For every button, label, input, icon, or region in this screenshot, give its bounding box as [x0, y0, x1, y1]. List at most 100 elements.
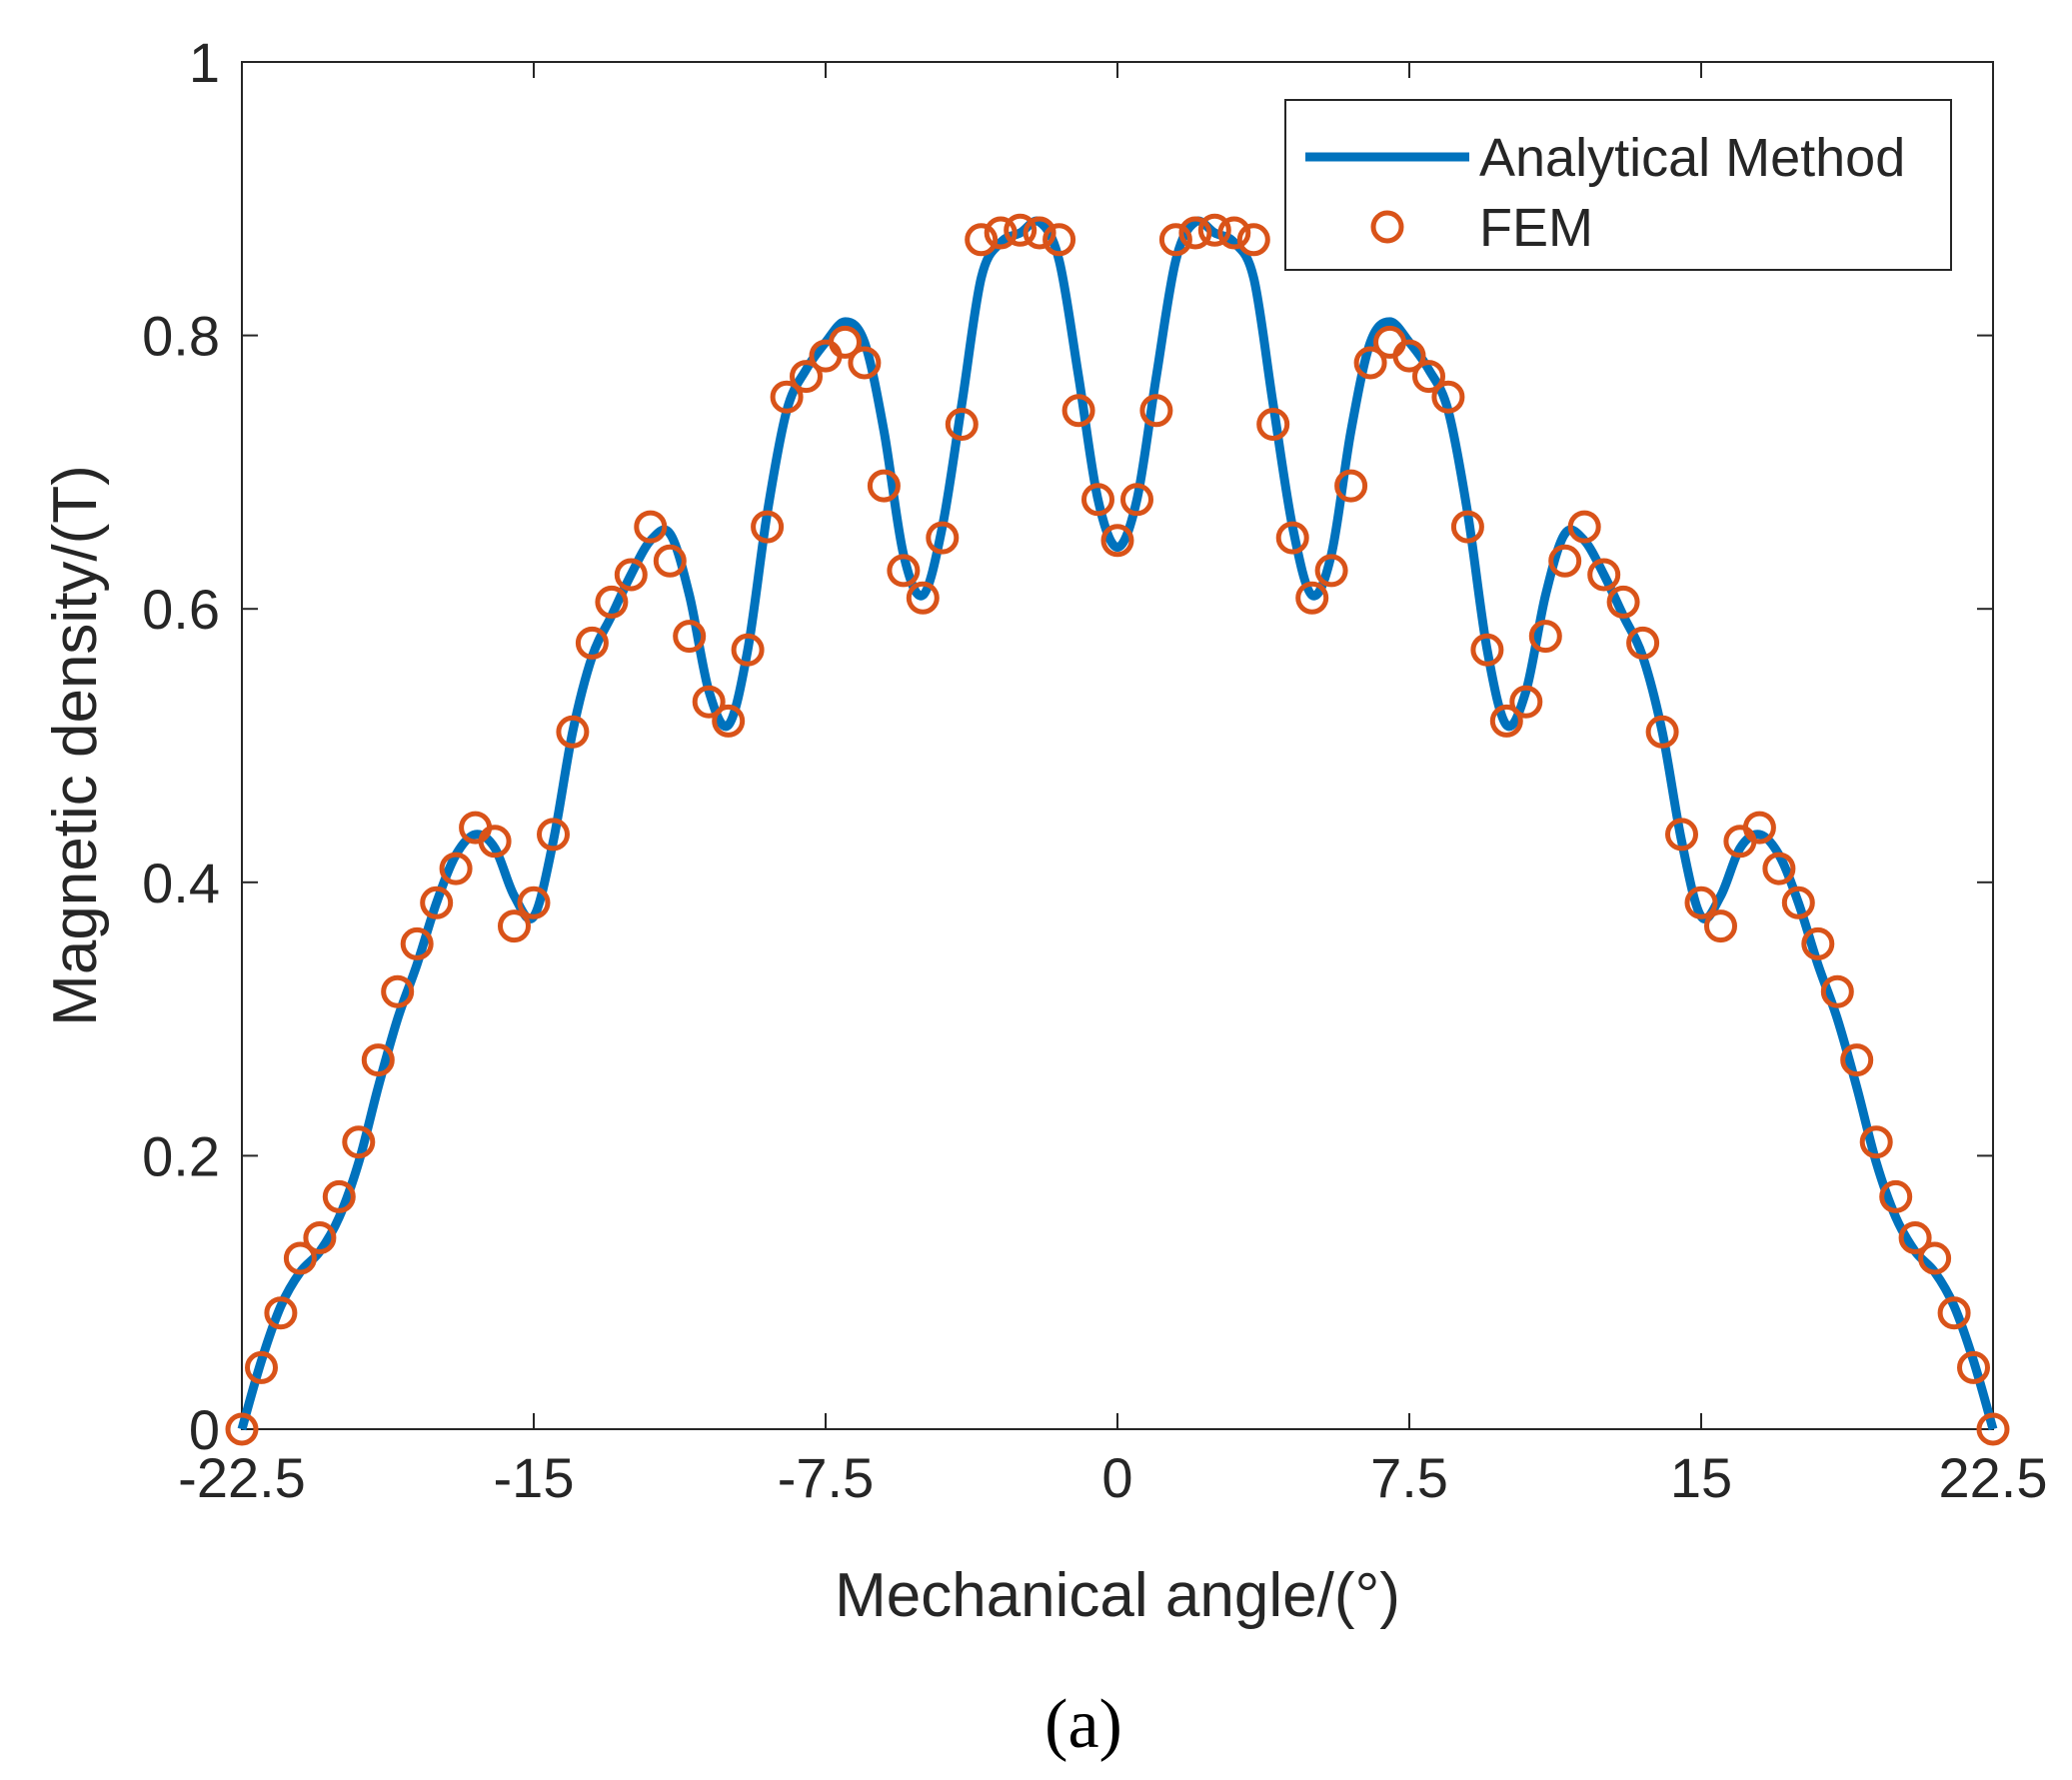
fem-data-point [1061, 394, 1095, 428]
fem-data-point [303, 1221, 337, 1254]
fem-data-point [1236, 223, 1270, 257]
y-tick-label: 0.6 [142, 578, 220, 641]
fem-data-point [322, 1179, 356, 1213]
fem-data-point [1042, 223, 1076, 257]
fem-data-point [1353, 346, 1387, 380]
fem-data-point [867, 469, 901, 503]
x-tick-label: 22.5 [1939, 1446, 2048, 1509]
fem-data-point [770, 380, 804, 414]
fem-data-point [829, 325, 862, 359]
fem-data-point [283, 1241, 317, 1275]
fem-data-point [926, 521, 960, 555]
series-layer [225, 213, 2010, 1446]
y-tick-label: 0.8 [142, 305, 220, 368]
y-tick-label: 0 [189, 1398, 220, 1461]
fem-data-point [1431, 380, 1465, 414]
fem-data-point [225, 1412, 259, 1446]
fem-data-point [1004, 213, 1037, 247]
fem-data-point [556, 715, 590, 749]
fem-data-point [1023, 216, 1056, 250]
fem-data-point [439, 852, 473, 886]
fem-data-point [1840, 1043, 1874, 1077]
fem-data-point [984, 216, 1018, 250]
x-tick-label: 0 [1101, 1446, 1132, 1509]
legend-fem-swatch [1370, 210, 1404, 244]
fem-data-point [965, 223, 999, 257]
fem-data-point [1742, 811, 1776, 845]
fem-data-point [1139, 394, 1173, 428]
fem-data-point [634, 510, 668, 544]
fem-data-point [1626, 626, 1660, 660]
y-tick-label: 0.2 [142, 1124, 220, 1187]
legend: Analytical Method FEM [1284, 99, 1952, 271]
series-line-analytical-method [237, 216, 1998, 1431]
fem-data-point [1256, 408, 1290, 441]
fem-data-point [1412, 360, 1445, 394]
x-tick-label: -15 [494, 1446, 575, 1509]
fem-data-point [653, 544, 687, 578]
fem-data-point [1801, 926, 1835, 960]
fem-data-point [361, 1043, 395, 1077]
fem-data-point [751, 510, 785, 544]
fem-data-point [1275, 521, 1309, 555]
fem-data-point [848, 346, 882, 380]
fem-data-point [1606, 585, 1640, 619]
fem-data-point [945, 408, 979, 441]
fem-data-point [1509, 685, 1543, 719]
x-axis-tick-labels: -22.5 -15 -7.5 0 7.5 15 22.5 [178, 1446, 2047, 1509]
figure-caption: (a) [1044, 1686, 1122, 1763]
fem-data-point [1470, 633, 1504, 667]
legend-analytical-label: Analytical Method [1479, 128, 1905, 188]
fem-data-point [1859, 1125, 1893, 1159]
fem-data-point [1295, 581, 1329, 615]
legend-box [1284, 99, 1952, 271]
fem-data-point [1684, 886, 1718, 919]
fem-data-point [692, 685, 726, 719]
fem-data-point [517, 886, 551, 919]
fem-data-point [614, 558, 648, 592]
legend-fem-label: FEM [1479, 198, 1593, 258]
fem-data-point [1489, 704, 1523, 738]
fem-data-point [478, 825, 512, 859]
fem-data-point [342, 1125, 376, 1159]
fem-data-point [575, 626, 609, 660]
fem-data-point [712, 704, 746, 738]
fem-data-point [1450, 510, 1484, 544]
fem-data-point [790, 360, 823, 394]
fem-data-point [1217, 216, 1251, 250]
fem-data-point [1820, 974, 1854, 1008]
fem-data-point [1781, 886, 1815, 919]
fem-data-point [1081, 483, 1114, 517]
fem-data-point [673, 620, 707, 654]
fem-data-point [1762, 852, 1796, 886]
x-tick-label: -22.5 [178, 1446, 306, 1509]
fem-data-point [1567, 510, 1601, 544]
fem-data-point [537, 818, 570, 852]
fem-data-point [1957, 1350, 1990, 1384]
y-tick-label: 0.4 [142, 852, 220, 914]
y-tick-label: 1 [189, 31, 220, 94]
fem-data-point [1528, 620, 1562, 654]
fem-data-point [245, 1350, 278, 1384]
fem-data-point [887, 554, 921, 588]
fem-data-point [1158, 223, 1192, 257]
fem-data-point [1587, 558, 1621, 592]
x-tick-label: 15 [1670, 1446, 1732, 1509]
fem-data-point [1197, 213, 1231, 247]
fem-data-point [595, 585, 629, 619]
fem-data-point [1392, 339, 1426, 373]
fem-data-point [1976, 1412, 2010, 1446]
fem-data-point [1879, 1179, 1913, 1213]
fem-data-point [1178, 216, 1212, 250]
fem-data-point [1898, 1221, 1932, 1254]
fem-data-point [1937, 1296, 1971, 1330]
fem-data-point [1120, 483, 1153, 517]
y-axis-tick-labels: 0 0.2 0.4 0.6 0.8 1 [142, 31, 220, 1461]
fem-data-point [264, 1296, 298, 1330]
fem-data-point [1704, 909, 1737, 943]
fem-data-point [498, 909, 531, 943]
x-axis-label: Mechanical angle/(°) [835, 1561, 1400, 1630]
fem-data-point [731, 633, 765, 667]
fem-data-point [400, 926, 434, 960]
